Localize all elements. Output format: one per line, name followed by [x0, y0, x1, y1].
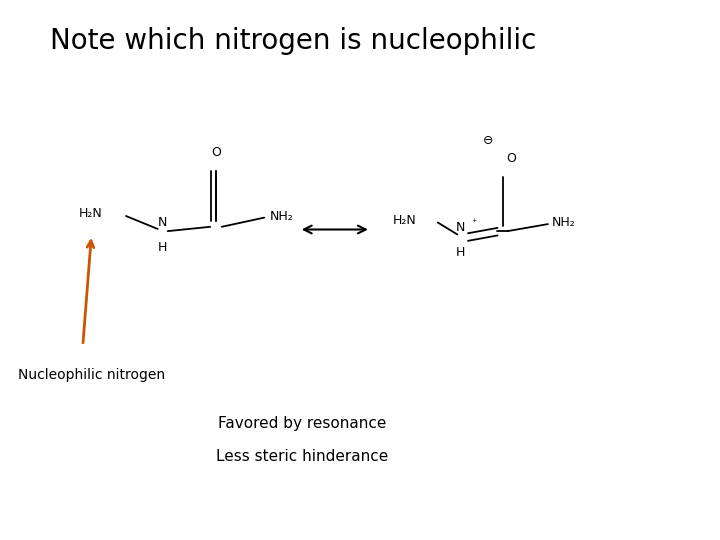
Text: NH₂: NH₂	[269, 210, 293, 222]
Text: H₂N: H₂N	[79, 207, 103, 220]
Text: ⁺: ⁺	[471, 218, 477, 228]
Text: N: N	[456, 221, 466, 234]
Text: Less steric hinderance: Less steric hinderance	[216, 449, 389, 464]
Text: Favored by resonance: Favored by resonance	[218, 416, 387, 431]
Text: H: H	[456, 246, 466, 259]
Text: Nucleophilic nitrogen: Nucleophilic nitrogen	[18, 368, 165, 382]
Text: O: O	[211, 146, 221, 159]
Text: Note which nitrogen is nucleophilic: Note which nitrogen is nucleophilic	[50, 27, 537, 55]
Text: N: N	[157, 216, 167, 229]
Text: ⊖: ⊖	[483, 134, 493, 147]
Text: O: O	[506, 152, 516, 165]
Text: NH₂: NH₂	[552, 216, 576, 229]
Text: H₂N: H₂N	[392, 214, 416, 227]
Text: H: H	[157, 241, 167, 254]
